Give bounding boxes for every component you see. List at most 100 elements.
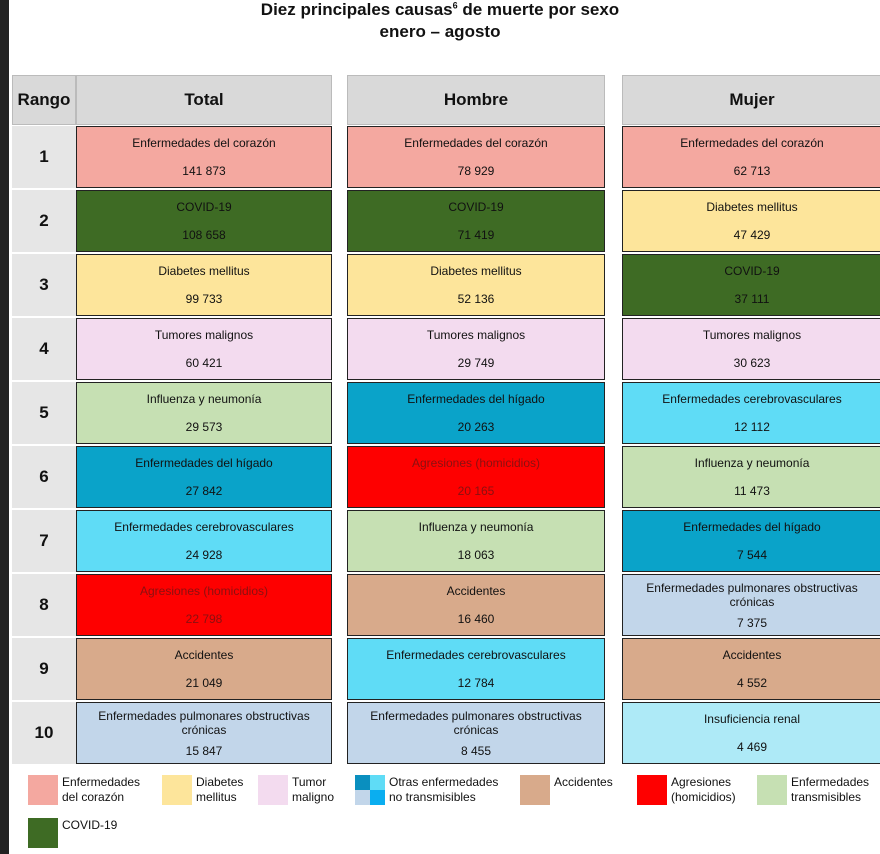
- legend-swatch: [355, 775, 385, 805]
- legend-swatch: [28, 775, 58, 805]
- death-count: 7 375: [736, 615, 768, 630]
- death-count: 60 421: [185, 356, 223, 370]
- rank-cell: 9: [12, 638, 76, 700]
- page-subtitle: enero – agosto: [379, 22, 501, 41]
- cause-name: Accidentes: [174, 648, 234, 662]
- death-count: 8 455: [460, 743, 492, 758]
- cause-cell-hombre: Diabetes mellitus 52 136: [347, 254, 605, 316]
- cause-name: Enfermedades cerebrovasculares: [386, 648, 566, 662]
- cause-name: Enfermedades del corazón: [680, 136, 824, 150]
- rank-cell: 7: [12, 510, 76, 572]
- legend-label: Enfermedades: [791, 775, 870, 789]
- cause-name: COVID-19: [176, 200, 232, 214]
- rank-cell: 1: [12, 126, 76, 188]
- cause-cell-hombre: Enfermedades cerebrovasculares 12 784: [347, 638, 605, 700]
- cause-cell-hombre: Enfermedades del corazón 78 929: [347, 126, 605, 188]
- death-count: 99 733: [185, 292, 223, 306]
- rank-cell: 3: [12, 254, 76, 316]
- cause-cell-mujer: Enfermedades pulmonares obstructivas cró…: [622, 574, 880, 636]
- cause-name: Enfermedades cerebrovasculares: [662, 392, 842, 406]
- cause-cell-mujer: Influenza y neumonía 11 473: [622, 446, 880, 508]
- death-count: 11 473: [734, 484, 770, 498]
- cause-name: Tumores malignos: [426, 328, 526, 342]
- legend-label-line2: mellitus: [196, 790, 237, 804]
- legend-item: Enfermedades del corazón: [28, 775, 140, 805]
- cause-cell-mujer: Enfermedades del corazón 62 713: [622, 126, 880, 188]
- cause-cell-total: Diabetes mellitus 99 733: [76, 254, 332, 316]
- cause-name: Enfermedades del corazón: [404, 136, 548, 150]
- cause-name: Diabetes mellitus: [430, 264, 522, 278]
- cause-name: Enfermedades pulmonares obstructivas cró…: [370, 708, 582, 737]
- cause-cell-hombre: Accidentes 16 460: [347, 574, 605, 636]
- cause-name: Agresiones (homicidios): [139, 584, 269, 598]
- legend-swatch: [28, 818, 58, 848]
- cause-name: COVID-19: [448, 200, 504, 214]
- cause-cell-hombre: Enfermedades pulmonares obstructivas cró…: [347, 702, 605, 764]
- death-count: 20 165: [457, 484, 495, 498]
- legend-item: Agresiones (homicidios): [637, 775, 736, 805]
- rank-cell: 10: [12, 702, 76, 764]
- cause-name: COVID-19: [724, 264, 780, 278]
- death-count: 108 658: [182, 228, 226, 242]
- legend-label: Accidentes: [554, 775, 613, 789]
- cause-name: Tumores malignos: [702, 328, 802, 342]
- cause-cell-total: Accidentes 21 049: [76, 638, 332, 700]
- cause-cell-hombre: Tumores malignos 29 749: [347, 318, 605, 380]
- legend-item: Diabetes mellitus: [162, 775, 243, 805]
- cause-cell-total: COVID-19 108 658: [76, 190, 332, 252]
- page-title: Diez principales causas6 de muerte por s…: [260, 0, 620, 19]
- legend-label: Agresiones: [671, 775, 732, 789]
- death-count: 16 460: [457, 612, 495, 626]
- legend-swatch: [162, 775, 192, 805]
- cause-name: Accidentes: [722, 648, 782, 662]
- cause-name: Influenza y neumonía: [694, 456, 810, 470]
- cause-cell-hombre: Influenza y neumonía 18 063: [347, 510, 605, 572]
- cause-cell-mujer: Enfermedades del hígado 7 544: [622, 510, 880, 572]
- cause-name: Insuficiencia renal: [703, 712, 801, 726]
- death-count: 12 784: [457, 676, 495, 690]
- legend-item: Accidentes: [520, 775, 613, 805]
- rank-cell: 6: [12, 446, 76, 508]
- cause-cell-total: Enfermedades cerebrovasculares 24 928: [76, 510, 332, 572]
- legend-item: Tumor maligno: [258, 775, 334, 805]
- death-count: 18 063: [457, 548, 495, 562]
- cause-cell-total: Enfermedades del corazón 141 873: [76, 126, 332, 188]
- cause-name: Accidentes: [446, 584, 506, 598]
- cause-cell-hombre: Agresiones (homicidios) 20 165: [347, 446, 605, 508]
- cause-name: Agresiones (homicidios): [411, 456, 541, 470]
- rank-cell: 2: [12, 190, 76, 252]
- legend-label: Otras enfermedades: [389, 775, 499, 789]
- death-count: 4 552: [736, 676, 768, 690]
- legend-label-line2: no transmisibles: [389, 790, 476, 804]
- legend-swatch: [637, 775, 667, 805]
- legend-label-line2: del corazón: [62, 790, 125, 804]
- cause-name: Enfermedades pulmonares obstructivas cró…: [646, 580, 858, 609]
- header-hombre: Hombre: [347, 75, 605, 125]
- death-count: 47 429: [733, 228, 771, 242]
- rank-cell: 4: [12, 318, 76, 380]
- legend-label: COVID-19: [62, 818, 118, 832]
- legend-label: Enfermedades: [62, 775, 141, 789]
- death-count: 37 111: [734, 292, 770, 306]
- cause-name: Tumores malignos: [154, 328, 254, 342]
- cause-cell-total: Enfermedades pulmonares obstructivas cró…: [76, 702, 332, 764]
- legend-label: Diabetes: [196, 775, 244, 789]
- cause-name: Influenza y neumonía: [418, 520, 534, 534]
- cause-cell-mujer: Tumores malignos 30 623: [622, 318, 880, 380]
- death-count: 27 842: [185, 484, 223, 498]
- legend-item: Otras enfermedades no transmisibles: [355, 775, 498, 805]
- cause-name: Enfermedades del hígado: [135, 456, 273, 470]
- rank-cell: 5: [12, 382, 76, 444]
- cause-name: Enfermedades del hígado: [407, 392, 545, 406]
- cause-name: Enfermedades del corazón: [132, 136, 276, 150]
- cause-cell-total: Enfermedades del hígado 27 842: [76, 446, 332, 508]
- death-count: 78 929: [457, 164, 495, 178]
- death-count: 20 263: [457, 420, 495, 434]
- death-count: 30 623: [733, 356, 771, 370]
- cause-name: Diabetes mellitus: [706, 200, 798, 214]
- death-count: 141 873: [182, 164, 226, 178]
- cause-cell-mujer: Insuficiencia renal 4 469: [622, 702, 880, 764]
- cause-cell-total: Tumores malignos 60 421: [76, 318, 332, 380]
- legend-label-line2: maligno: [292, 790, 335, 804]
- cause-cell-mujer: Diabetes mellitus 47 429: [622, 190, 880, 252]
